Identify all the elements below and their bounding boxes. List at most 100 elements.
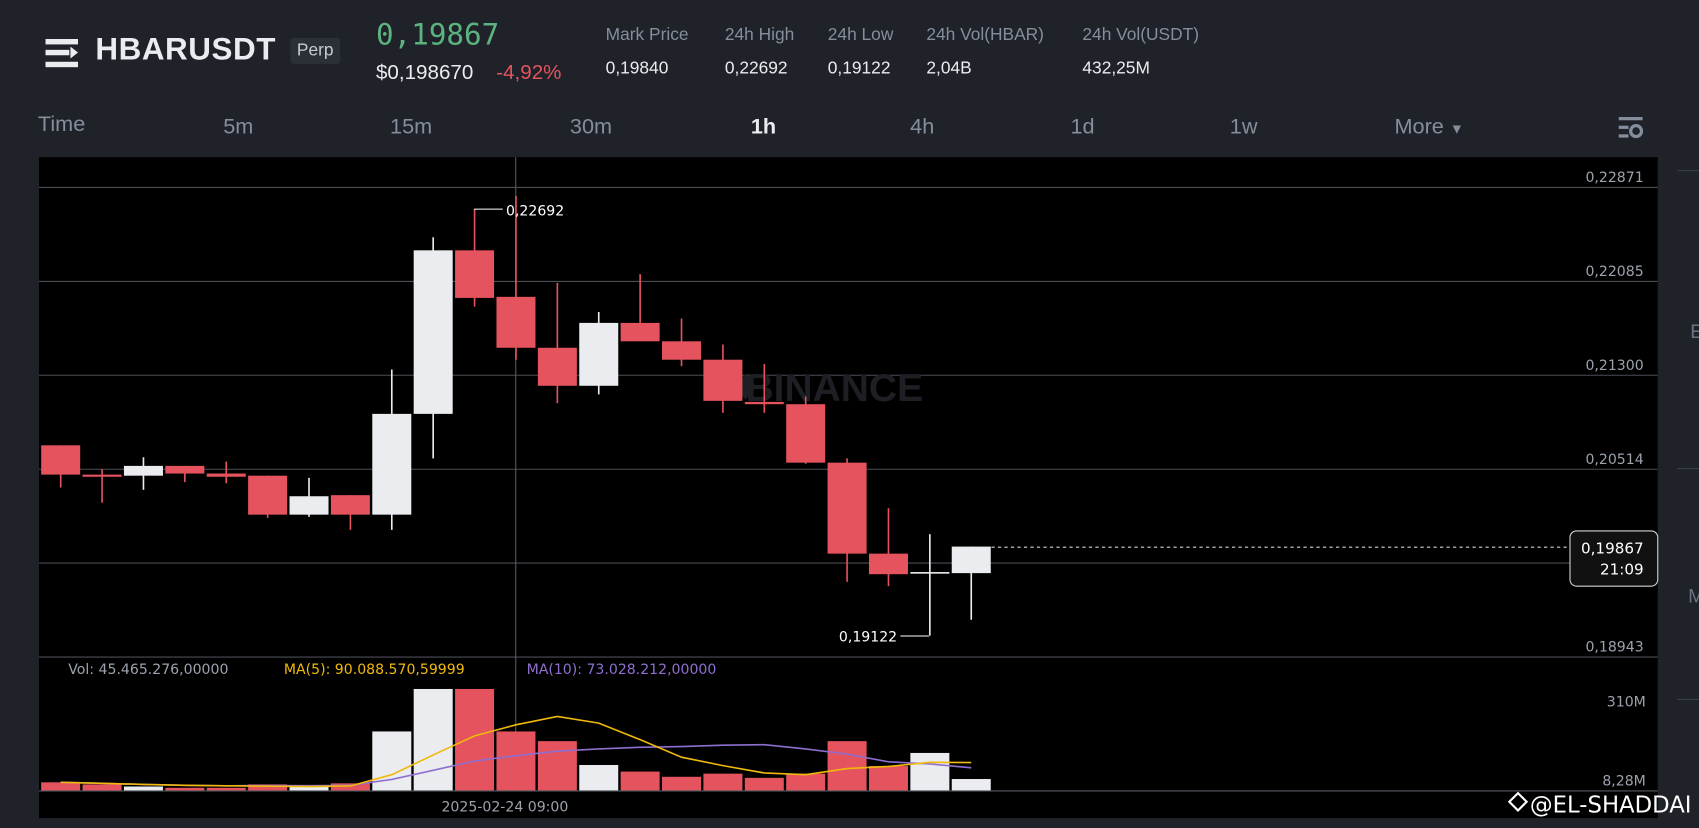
volume-bar <box>786 773 826 791</box>
volume-bar <box>330 783 370 791</box>
side-panel-letter-e: E <box>1690 321 1699 344</box>
volume-bar <box>413 688 453 791</box>
candle-body <box>744 401 784 405</box>
stat-label-mark-price: Mark Price <box>605 26 689 45</box>
stat-value-24h-high: 0,22692 <box>724 59 788 79</box>
candle-body <box>496 296 536 348</box>
candle <box>744 364 784 413</box>
candle-body <box>248 475 288 515</box>
stat-label-24h-high: 24h High <box>724 26 795 45</box>
tab-time[interactable]: Time <box>37 112 86 137</box>
candle-body <box>703 359 743 401</box>
price-tick-label: 0,20514 <box>1585 452 1643 468</box>
candle <box>662 318 702 367</box>
price-tick-label: 0,22871 <box>1585 170 1643 186</box>
high-price-label: 0,22692 <box>506 204 564 220</box>
volume-bar <box>868 766 908 791</box>
volume-bar <box>744 777 784 791</box>
last-price: 0,19867 <box>375 18 500 53</box>
ma5-legend: MA(5): 90.088.570,59999 <box>284 662 465 678</box>
side-panel-letter-m: M <box>1688 585 1699 608</box>
volume-tick: 8,28M <box>1602 774 1646 790</box>
candle <box>41 445 81 488</box>
candle <box>827 458 867 582</box>
candle-body <box>951 546 991 574</box>
candle-body <box>413 250 453 414</box>
menu-arrow-icon[interactable] <box>45 37 79 70</box>
volume-tick: 310M <box>1607 694 1646 710</box>
current-price-label: 0,19867 <box>1581 540 1644 558</box>
candle <box>82 469 122 503</box>
volume-bar <box>165 787 205 791</box>
volume-bar <box>951 779 991 791</box>
contract-type-badge: Perp <box>290 37 340 64</box>
candle-body <box>289 496 329 515</box>
candle-body <box>165 465 205 474</box>
candle-body <box>455 250 495 298</box>
ma5-line <box>60 715 972 788</box>
candle-body <box>868 553 908 575</box>
current-price-tag <box>1569 530 1659 587</box>
candle-body <box>41 445 81 475</box>
candle <box>123 457 163 490</box>
candle <box>248 475 288 518</box>
tab-1d[interactable]: 1d <box>1070 114 1095 139</box>
price-tick-label: 0,18943 <box>1585 640 1643 656</box>
volume-bar <box>703 773 743 791</box>
candle <box>579 312 619 395</box>
price-tick-label: 0,22085 <box>1585 264 1643 280</box>
tab-30m[interactable]: 30m <box>569 114 613 139</box>
candle-body <box>579 322 619 386</box>
tab-4h[interactable]: 4h <box>910 114 935 139</box>
tab-5m[interactable]: 5m <box>223 114 254 139</box>
volume-bar <box>82 784 122 791</box>
low-price-label: 0,19122 <box>839 629 897 645</box>
candle <box>910 534 950 636</box>
countdown-label: 21:09 <box>1600 560 1644 578</box>
volume-bar <box>662 776 702 791</box>
candle-body <box>206 473 246 477</box>
ma10-legend: MA(10): 73.028.212,00000 <box>527 662 717 678</box>
chart-settings-icon[interactable] <box>1618 115 1644 141</box>
candle <box>330 495 370 530</box>
candle <box>951 546 991 620</box>
candle <box>206 461 246 484</box>
candle <box>289 477 329 517</box>
symbol-title[interactable]: HBARUSDT <box>95 32 276 68</box>
tab-more[interactable]: More ▼ <box>1394 115 1463 140</box>
volume-bar <box>248 784 288 791</box>
stat-label-24h-vol-usdt: 24h Vol(USDT) <box>1082 26 1199 45</box>
candle <box>165 465 205 483</box>
volume-bar <box>123 786 163 791</box>
candle-body <box>620 322 660 342</box>
stat-label-24h-low: 24h Low <box>827 26 894 45</box>
candle-body <box>827 462 867 554</box>
tab-1w[interactable]: 1w <box>1229 114 1258 139</box>
volume-bar <box>620 771 660 791</box>
candle-body <box>537 347 577 386</box>
stat-value-24h-vol-usdt: 432,25M <box>1082 59 1150 79</box>
tab-1h[interactable]: 1h <box>750 114 777 139</box>
candle <box>620 274 660 342</box>
volume-bar <box>289 786 329 791</box>
candle <box>868 508 908 587</box>
tab-15m[interactable]: 15m <box>390 114 433 139</box>
volume-bar <box>579 765 619 791</box>
tab-more-label: More <box>1394 114 1444 139</box>
volume-bar <box>206 787 246 791</box>
user-watermark: @EL-SHADDAI <box>1530 793 1692 819</box>
candle-body <box>662 341 702 360</box>
caret-down-icon: ▼ <box>1449 120 1464 137</box>
side-divider <box>1677 698 1699 700</box>
volume-bar <box>455 688 495 791</box>
candle <box>703 344 743 413</box>
crosshair-time-label: 2025-02-24 09:00 <box>441 800 568 816</box>
candle <box>786 396 826 464</box>
candle-body <box>330 495 370 515</box>
side-divider <box>1677 468 1699 470</box>
candle <box>413 237 453 459</box>
candle-body <box>372 413 412 515</box>
volume-bar <box>496 731 536 791</box>
